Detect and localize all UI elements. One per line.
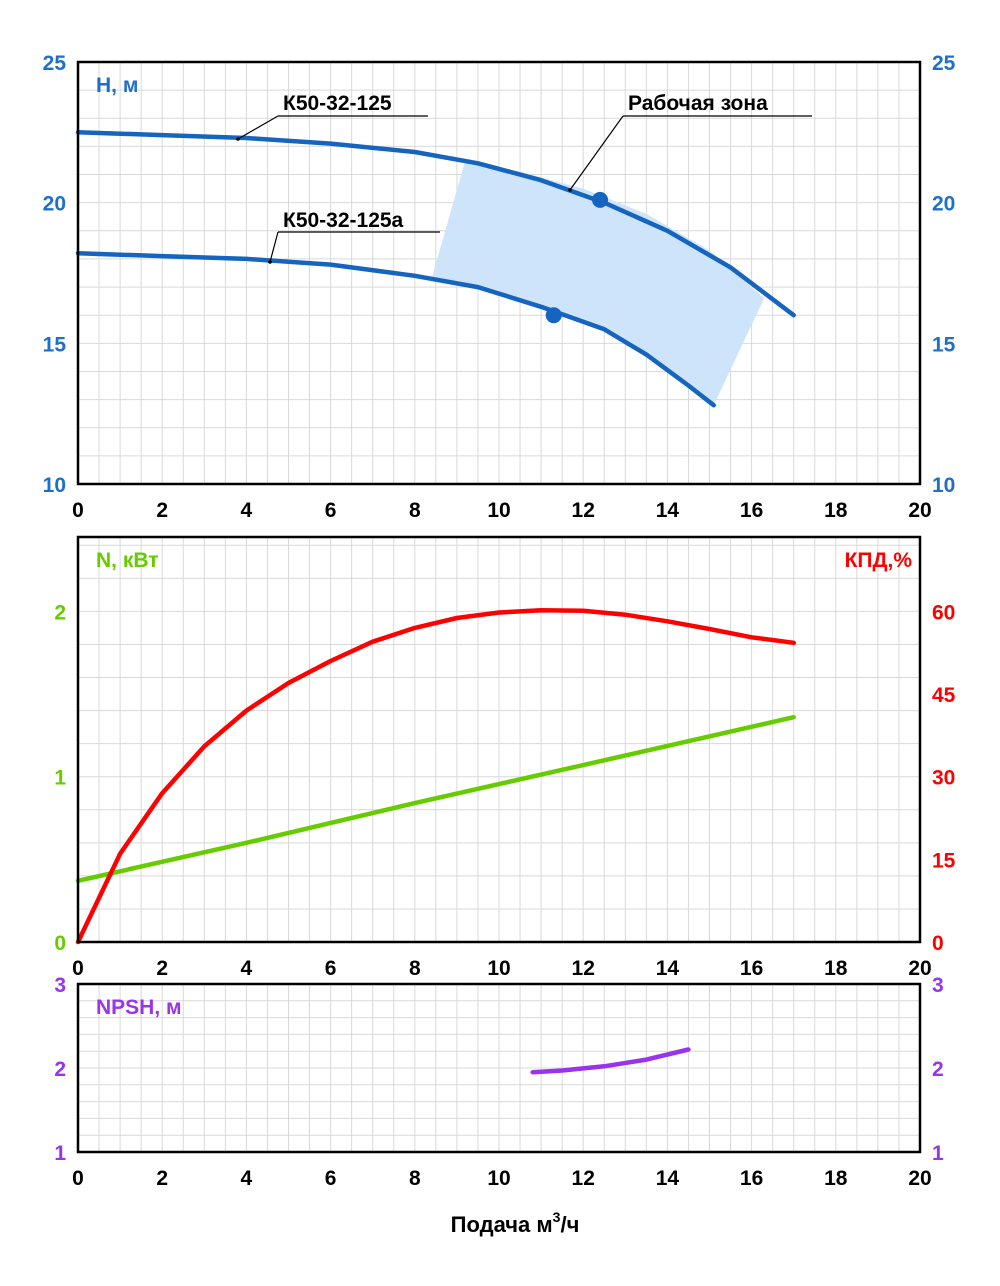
y-right-tick-label: 1 — [932, 1142, 944, 1165]
x-tick-label: 14 — [656, 1167, 680, 1190]
x-tick-label: 6 — [325, 499, 337, 522]
y-right-tick-label: 60 — [932, 601, 955, 624]
working-zone-annotation-leader-dot — [568, 188, 572, 192]
x-tick-label: 10 — [487, 499, 510, 522]
y-left-tick-label: 2 — [54, 1058, 66, 1081]
x-tick-label: 20 — [908, 1167, 931, 1190]
x-tick-label: 16 — [740, 957, 763, 980]
y-left-tick-label: 0 — [54, 932, 66, 955]
y-left-tick-label: 25 — [43, 52, 67, 75]
series-annotation-label: К50-32-125а — [283, 209, 404, 232]
working-zone-annotation-label: Рабочая зона — [628, 92, 768, 115]
y-right-axis-label: КПД,% — [845, 549, 913, 572]
x-tick-label: 2 — [156, 499, 168, 522]
x-tick-label: 6 — [325, 957, 337, 980]
x-tick-label: 18 — [824, 957, 848, 980]
x-tick-label: 14 — [656, 957, 680, 980]
y-right-tick-label: 2 — [932, 1058, 944, 1081]
y-left-axis-label: H, м — [96, 74, 138, 97]
x-tick-label: 8 — [409, 1167, 421, 1190]
x-tick-label: 12 — [572, 499, 595, 522]
x-tick-label: 16 — [740, 1167, 763, 1190]
y-left-tick-label: 20 — [43, 193, 66, 216]
x-tick-label: 2 — [156, 1167, 168, 1190]
y-left-tick-label: 1 — [54, 767, 66, 790]
x-tick-label: 8 — [409, 499, 421, 522]
grid — [77, 537, 921, 943]
x-tick-label: 12 — [572, 1167, 595, 1190]
series-annotation-leader-line — [269, 231, 279, 263]
y-left-axis-label: NPSH, м — [96, 996, 182, 1019]
x-tick-label: 18 — [824, 499, 848, 522]
x-axis-label-main: Подача м — [451, 1212, 553, 1237]
series-line-n — [75, 714, 796, 884]
plot-frame — [76, 982, 922, 1154]
working-zone-annotation: Рабочая зона — [568, 92, 812, 192]
x-tick-label: 10 — [487, 957, 510, 980]
x-axis-label-superscript: 3 — [553, 1209, 561, 1225]
y-right-tick-label: 30 — [932, 767, 955, 790]
y-left-tick-label: 2 — [54, 601, 66, 624]
grid — [77, 983, 921, 1153]
y-left-tick-label: 10 — [43, 474, 66, 497]
duty-point-marker — [592, 191, 609, 208]
x-tick-label: 18 — [824, 1167, 848, 1190]
y-right-tick-label: 0 — [932, 932, 944, 955]
x-tick-label: 20 — [908, 499, 931, 522]
y-right-tick-label: 45 — [932, 684, 956, 707]
y-right-tick-label: 15 — [932, 333, 956, 356]
series-annotation-leader-dot — [236, 137, 240, 141]
working-zone-area — [431, 160, 765, 406]
plot-frame — [76, 535, 922, 944]
y-left-tick-label: 1 — [54, 1142, 66, 1165]
y-right-tick-label: 20 — [932, 193, 955, 216]
series-annotation: К50-32-125 — [236, 92, 428, 141]
x-tick-label: 20 — [908, 957, 931, 980]
series-line-efficiency — [75, 608, 796, 945]
x-tick-label: 12 — [572, 957, 595, 980]
y-left-axis-label: N, кВт — [96, 549, 159, 572]
series-line-head-1 — [75, 251, 716, 408]
y-right-tick-label: 25 — [932, 52, 956, 75]
x-tick-label: 16 — [740, 499, 763, 522]
x-tick-label: 8 — [409, 957, 421, 980]
x-tick-label: 6 — [325, 1167, 337, 1190]
y-left-tick-label: 15 — [43, 333, 67, 356]
x-tick-label: 2 — [156, 957, 168, 980]
series-line-head-0 — [75, 130, 796, 318]
working-zone-annotation-leader-line — [569, 115, 624, 191]
series-annotation-leader-line — [237, 115, 279, 140]
series-line-npsh — [530, 1047, 691, 1075]
plot-frame — [76, 60, 922, 486]
x-tick-label: 4 — [241, 1167, 253, 1190]
x-tick-label: 4 — [241, 957, 253, 980]
y-right-tick-label: 15 — [932, 849, 956, 872]
y-right-tick-label: 10 — [932, 474, 955, 497]
series-annotation: К50-32-125а — [268, 209, 440, 264]
duty-point-marker — [545, 307, 562, 324]
y-right-tick-label: 3 — [932, 974, 944, 997]
y-left-tick-label: 3 — [54, 974, 66, 997]
series-annotation-label: К50-32-125 — [283, 92, 392, 115]
x-axis-label: Подача м3/ч — [451, 1209, 580, 1237]
x-tick-label: 0 — [72, 1167, 84, 1190]
series-annotation-leader-dot — [268, 260, 272, 264]
x-axis-label-tail: /ч — [560, 1212, 579, 1237]
x-tick-label: 4 — [241, 499, 253, 522]
x-tick-label: 10 — [487, 1167, 510, 1190]
x-tick-label: 0 — [72, 499, 84, 522]
x-tick-label: 0 — [72, 957, 84, 980]
x-tick-label: 14 — [656, 499, 680, 522]
